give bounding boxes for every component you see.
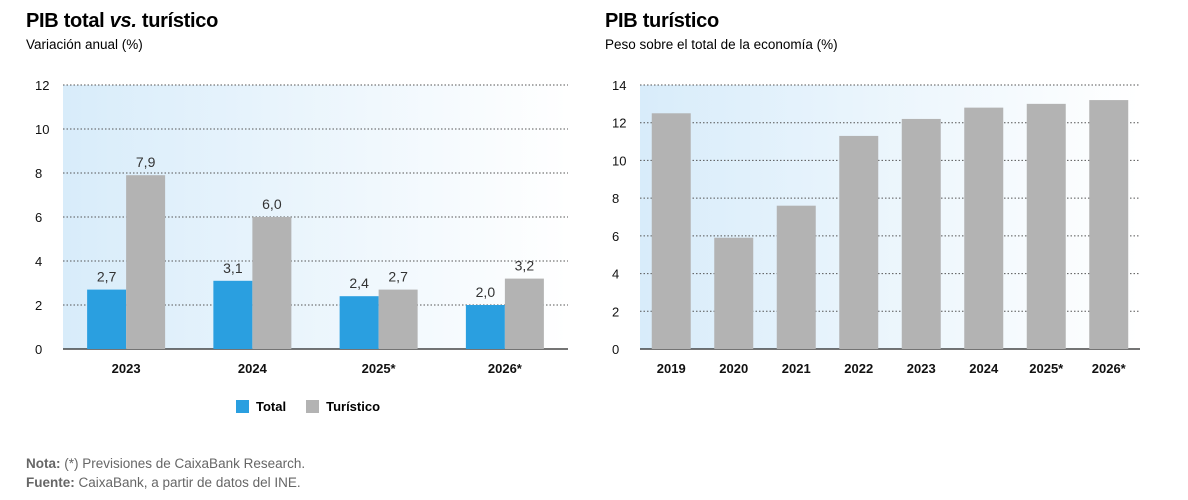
data-label: 2,4 [349, 275, 369, 291]
source-line: Fuente: CaixaBank, a partir de datos del… [26, 475, 301, 490]
data-label: 3,1 [223, 260, 243, 276]
chart1-ytick-label: 6 [35, 210, 42, 225]
chart1-ytick-label: 8 [35, 166, 42, 181]
bar-turístico [252, 217, 292, 349]
bar-pib-turistico [839, 135, 879, 349]
data-label: 6,0 [262, 196, 282, 212]
legend-label-total: Total [256, 399, 287, 414]
chart1-ytick-label: 10 [35, 122, 49, 137]
chart1-subtitle: Variación anual (%) [26, 37, 143, 52]
chart2-ytick-label: 10 [612, 153, 626, 168]
bar-pib-turistico [651, 113, 691, 350]
data-label: 7,9 [136, 154, 156, 170]
legend-item-total: Total [236, 399, 286, 414]
chart2-ytick-label: 12 [612, 116, 626, 131]
chart2-ytick-label: 2 [612, 304, 619, 319]
chart1-ytick-label: 2 [35, 298, 42, 313]
chart1-ytick-label: 12 [35, 78, 49, 93]
chart1-ytick-label: 0 [35, 342, 42, 357]
bar-pib-turistico [1089, 100, 1129, 349]
chart2-xtick-label: 2024 [969, 361, 999, 376]
legend-swatch-total [236, 400, 249, 413]
chart2-ytick-label: 14 [612, 78, 626, 93]
chart2-xtick-label: 2026* [1092, 361, 1127, 376]
data-label: 3,2 [515, 258, 535, 274]
chart1-xtick-label: 2024 [238, 361, 268, 376]
bar-pib-turistico [714, 237, 754, 349]
chart1-title: PIB total vs. turístico [26, 10, 219, 32]
chart2-ytick-label: 8 [612, 191, 619, 206]
chart2-xtick-label: 2025* [1029, 361, 1064, 376]
chart1-xtick-label: 2025* [362, 361, 397, 376]
chart2-ytick-label: 4 [612, 267, 619, 282]
chart2-xtick-label: 2019 [657, 361, 686, 376]
bar-pib-turistico [1026, 103, 1066, 349]
chart2-subtitle: Peso sobre el total de la economía (%) [605, 37, 838, 52]
bar-pib-turistico [776, 205, 816, 349]
bar-total [339, 296, 379, 349]
legend-swatch-turistico [306, 400, 320, 413]
chart2-xtick-label: 2023 [907, 361, 936, 376]
chart2-xtick-label: 2022 [844, 361, 873, 376]
chart2-xtick-label: 2020 [719, 361, 748, 376]
chart1-ytick-label: 4 [35, 254, 42, 269]
bar-total [213, 280, 253, 349]
chart2-ytick-label: 0 [612, 342, 619, 357]
bar-pib-turistico [901, 118, 941, 349]
data-label: 2,7 [388, 269, 408, 285]
legend-label-turistico: Turístico [326, 399, 381, 414]
bar-pib-turistico [964, 107, 1004, 349]
bar-turístico [126, 175, 166, 349]
chart1-xtick-label: 2023 [112, 361, 141, 376]
bar-total [465, 305, 505, 349]
data-label: 2,7 [97, 269, 117, 285]
chart2-xtick-label: 2021 [782, 361, 811, 376]
note-line: Nota: (*) Previsiones de CaixaBank Resea… [26, 456, 306, 471]
chart1-legend: Total Turístico [236, 399, 400, 414]
bar-turístico [504, 278, 544, 349]
legend-item-turistico: Turístico [306, 399, 380, 414]
bar-turístico [378, 289, 418, 349]
chart1-xtick-label: 2026* [488, 361, 523, 376]
chart2-ytick-label: 6 [612, 229, 619, 244]
data-label: 2,0 [476, 284, 496, 300]
bar-total [87, 289, 127, 349]
chart2-title: PIB turístico [605, 10, 719, 32]
